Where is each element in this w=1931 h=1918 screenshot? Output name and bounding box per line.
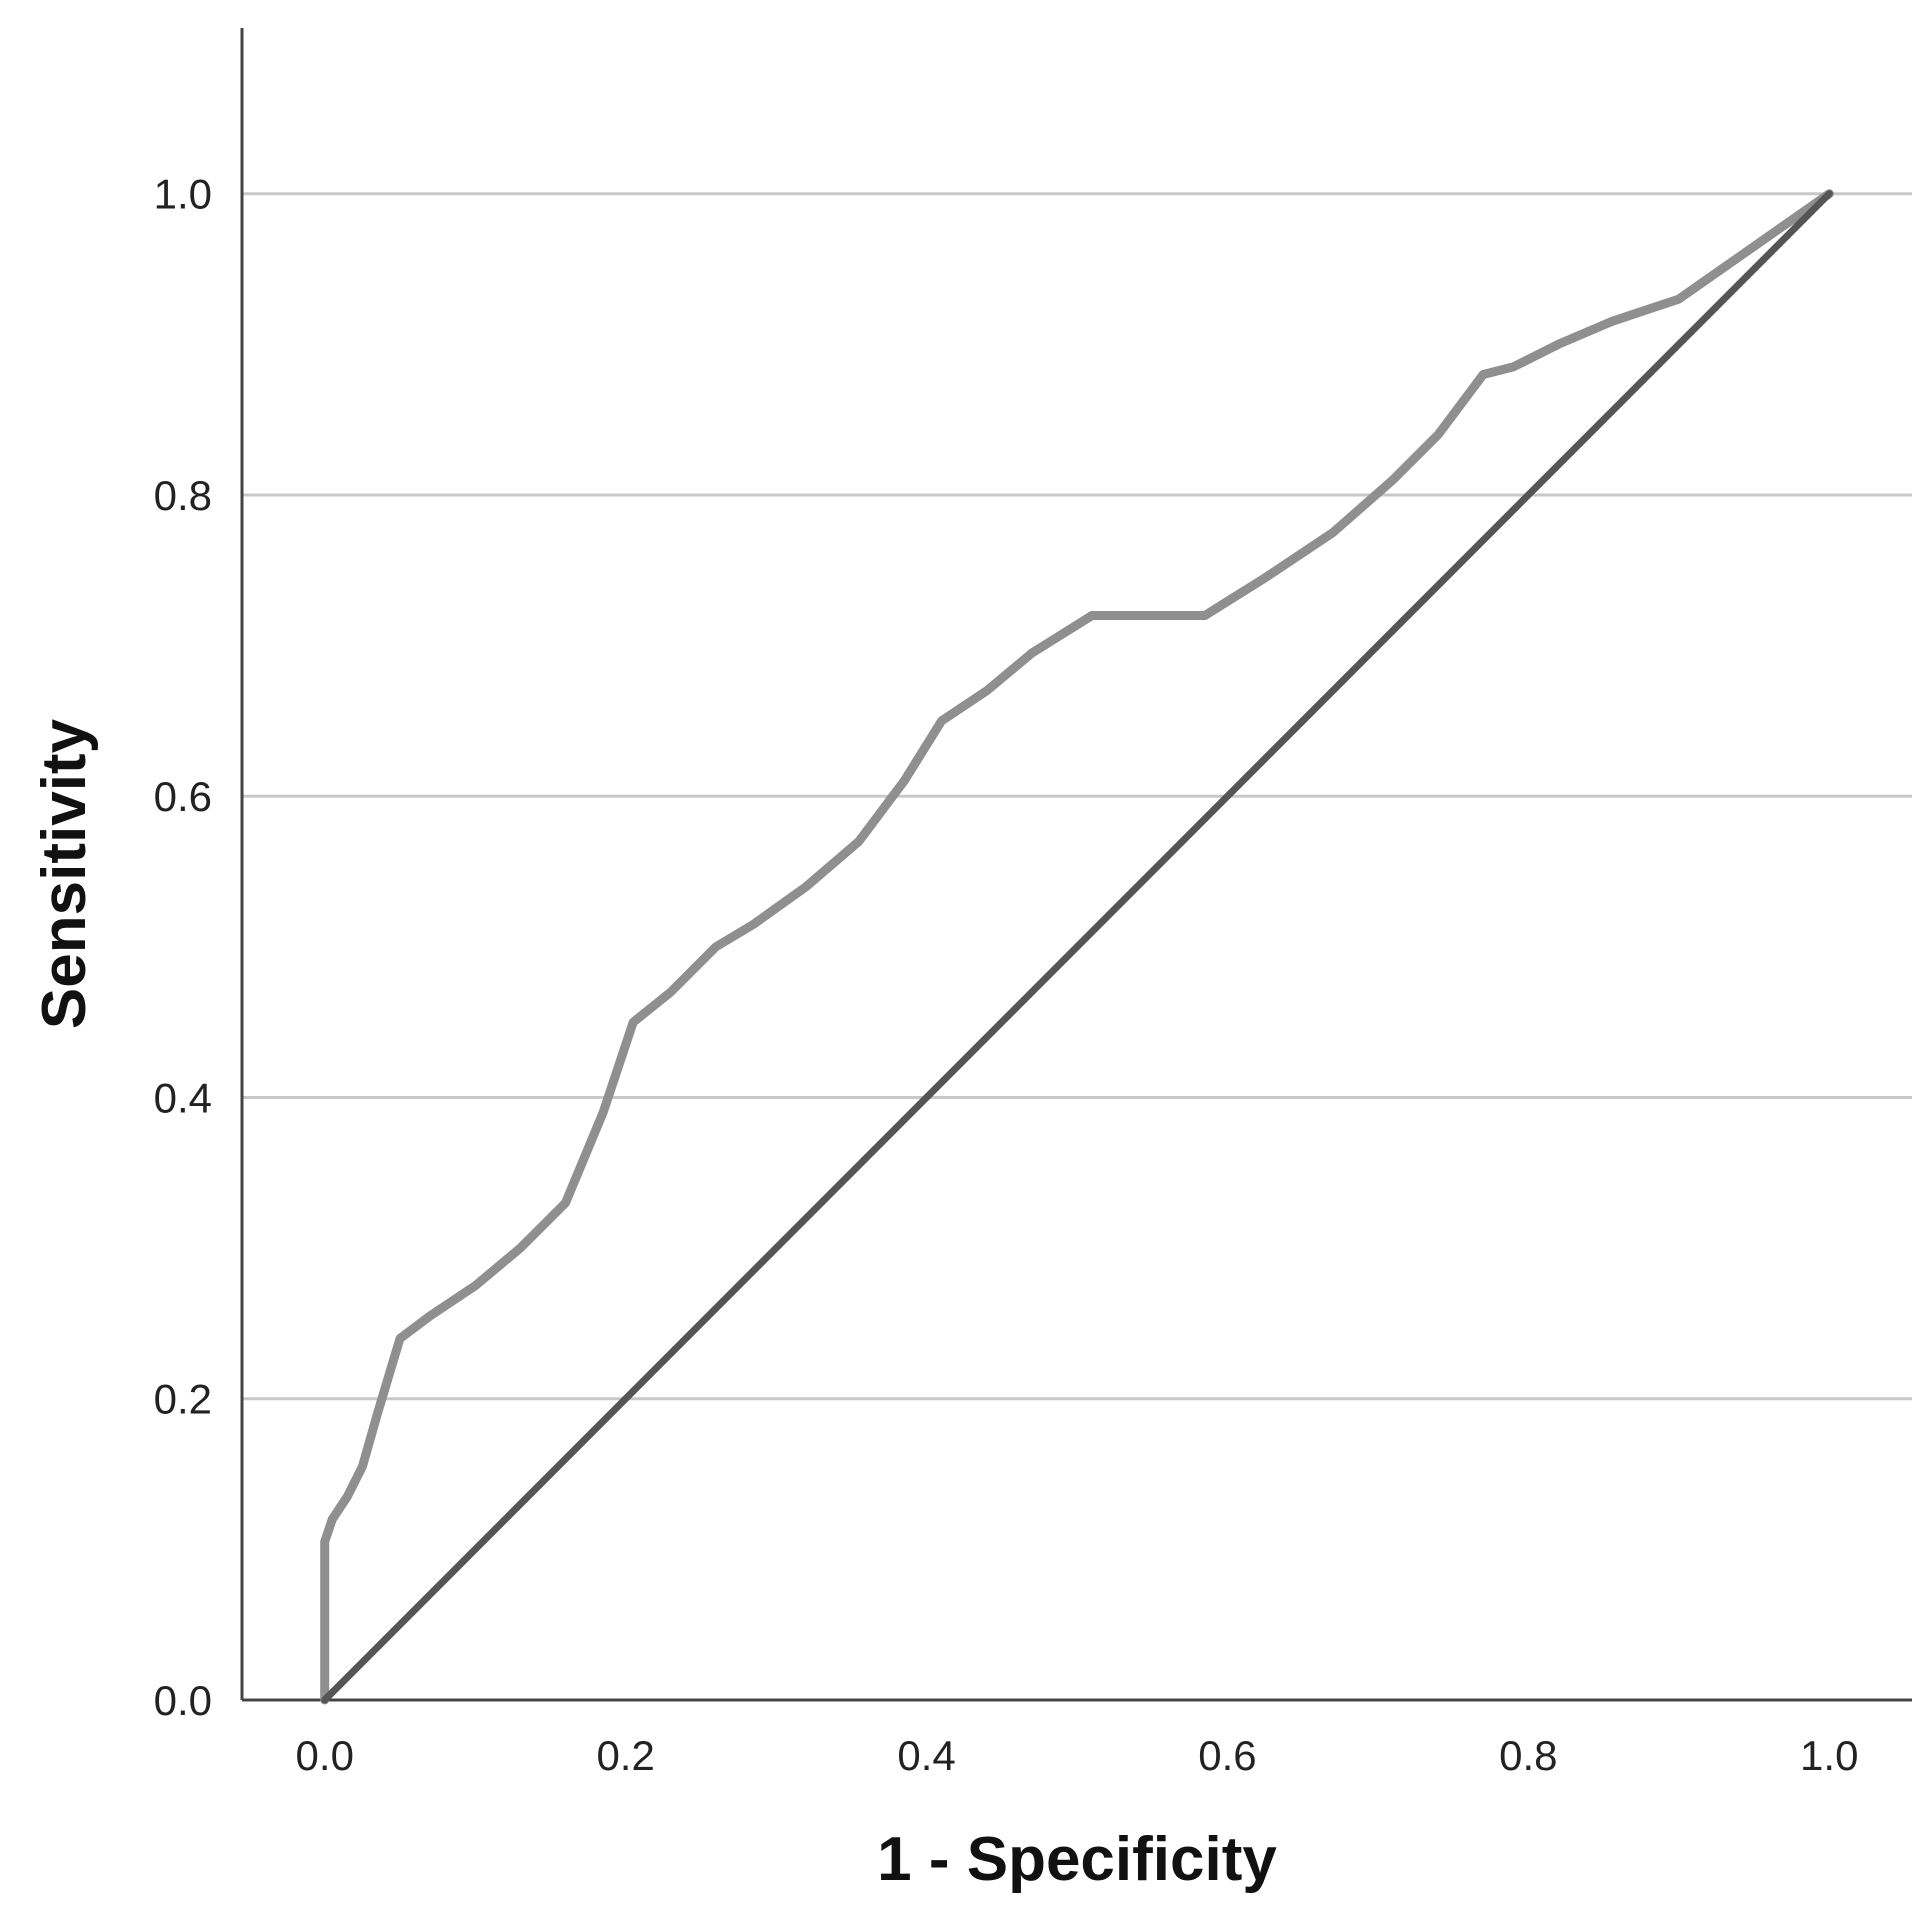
x-tick-label-2: 0.4: [897, 1732, 955, 1779]
gridlines: [242, 192, 1912, 1401]
y-axis-title: Sensitivity: [30, 718, 99, 1029]
roc-curve-line: [320, 189, 1834, 1705]
tick-labels: 0.0 0.2 0.4 0.6 0.8 1.0 0.0 0.2 0.4 0.6 0.8 1.0: [154, 171, 1859, 1779]
x-tick-label-4: 0.8: [1499, 1732, 1557, 1779]
y-tick-label-4: 0.8: [154, 472, 212, 519]
x-tick-label-5: 1.0: [1800, 1732, 1858, 1779]
y-tick-label-5: 1.0: [154, 171, 212, 218]
x-tick-label-0: 0.0: [296, 1732, 354, 1779]
y-tick-label-3: 0.6: [154, 773, 212, 820]
axes: [240, 28, 1912, 1702]
x-tick-label-1: 0.2: [596, 1732, 654, 1779]
x-tick-label-3: 0.6: [1198, 1732, 1256, 1779]
series-layer: [320, 189, 1834, 1705]
y-tick-label-2: 0.4: [154, 1074, 212, 1121]
x-axis-title: 1 - Specificity: [877, 1825, 1277, 1894]
y-tick-label-1: 0.2: [154, 1376, 212, 1423]
reference-diagonal-line: [321, 190, 1833, 1704]
y-tick-label-0: 0.0: [154, 1677, 212, 1724]
